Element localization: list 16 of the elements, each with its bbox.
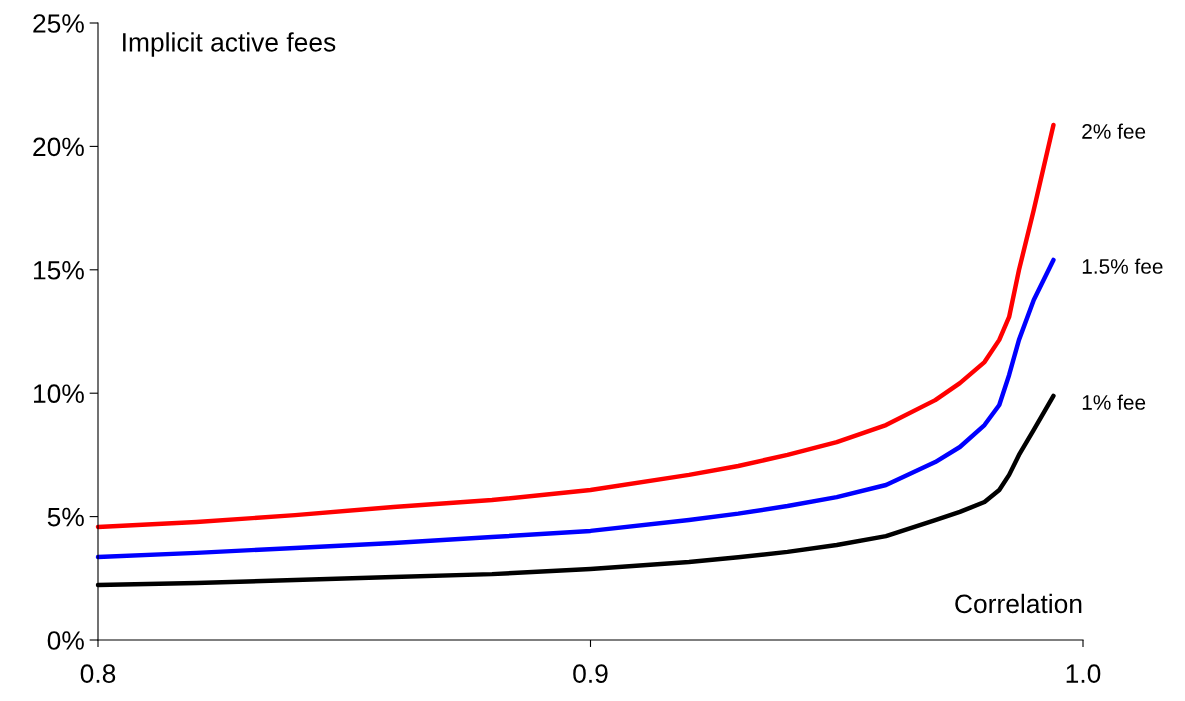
y-tick-label: 20% bbox=[33, 137, 84, 157]
series-label: 1.5% fee bbox=[1082, 258, 1163, 274]
y-tick-label: 15% bbox=[34, 261, 84, 280]
x-axis-title: Correlation bbox=[955, 593, 1082, 614]
series-label: 2% fee bbox=[1082, 123, 1146, 139]
y-tick-label: 25% bbox=[33, 14, 84, 33]
y-tick-label: 10% bbox=[34, 384, 84, 404]
x-tick-label: 1.0 bbox=[1066, 664, 1101, 683]
x-tick-label: 0.9 bbox=[573, 664, 608, 683]
y-axis-title: Implicit active fees bbox=[123, 32, 336, 57]
series-label: 1% fee bbox=[1082, 394, 1146, 410]
x-tick-label: 0.8 bbox=[80, 664, 116, 683]
y-tick-label: 5% bbox=[47, 507, 84, 527]
y-tick-label: 0% bbox=[47, 631, 84, 650]
line-series bbox=[95, 257, 1056, 560]
line-series bbox=[95, 122, 1056, 530]
